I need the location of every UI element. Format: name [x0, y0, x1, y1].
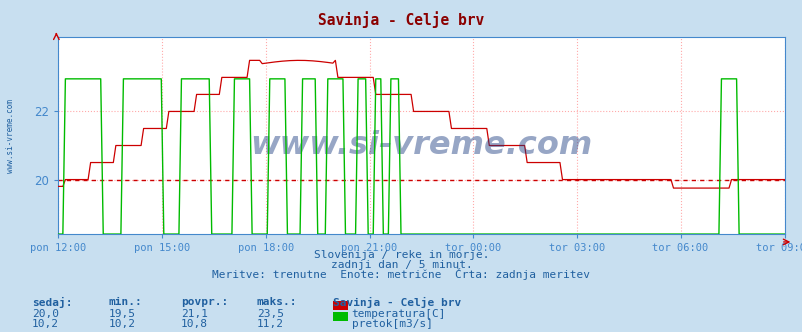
Text: 21,1: 21,1	[180, 309, 208, 319]
Text: Savinja - Celje brv: Savinja - Celje brv	[318, 12, 484, 29]
Text: min.:: min.:	[108, 297, 142, 307]
Text: 23,5: 23,5	[257, 309, 284, 319]
Text: pretok[m3/s]: pretok[m3/s]	[351, 319, 432, 329]
Text: Slovenija / reke in morje.: Slovenija / reke in morje.	[314, 250, 488, 260]
Text: 10,2: 10,2	[108, 319, 136, 329]
Text: zadnji dan / 5 minut.: zadnji dan / 5 minut.	[330, 260, 472, 270]
Text: Meritve: trenutne  Enote: metrične  Črta: zadnja meritev: Meritve: trenutne Enote: metrične Črta: …	[213, 268, 589, 280]
Text: Savinja - Celje brv: Savinja - Celje brv	[333, 297, 461, 308]
Text: sedaj:: sedaj:	[32, 297, 72, 308]
Text: 10,2: 10,2	[32, 319, 59, 329]
Text: 20,0: 20,0	[32, 309, 59, 319]
Text: maks.:: maks.:	[257, 297, 297, 307]
Text: temperatura[C]: temperatura[C]	[351, 309, 446, 319]
Text: www.si-vreme.com: www.si-vreme.com	[249, 130, 592, 161]
Text: povpr.:: povpr.:	[180, 297, 228, 307]
Text: 19,5: 19,5	[108, 309, 136, 319]
Text: www.si-vreme.com: www.si-vreme.com	[6, 99, 15, 173]
Text: 10,8: 10,8	[180, 319, 208, 329]
Text: 11,2: 11,2	[257, 319, 284, 329]
